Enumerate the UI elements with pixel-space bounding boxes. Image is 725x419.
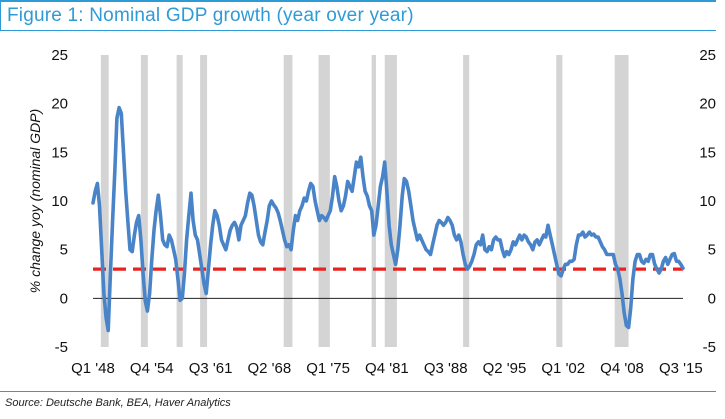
source-note: Source: Deutsche Bank, BEA, Haver Analyt…	[5, 397, 231, 409]
y-tick-left: 20	[51, 96, 68, 113]
y-axis-label: % change yoy (nominal GDP)	[27, 109, 43, 293]
y-tick-right: 20	[699, 96, 716, 113]
x-tick: Q3 '15	[659, 360, 703, 377]
y-tick-left: 25	[51, 47, 68, 64]
x-tick: Q1 '75	[306, 360, 350, 377]
figure-title-bar: Figure 1: Nominal GDP growth (year over …	[0, 0, 716, 31]
x-tick: Q3 '88	[424, 360, 468, 377]
recession-band-7	[371, 55, 377, 347]
recession-band-5	[283, 55, 293, 347]
x-tick: Q4 '54	[130, 360, 174, 377]
y-tick-right: 0	[708, 290, 716, 307]
x-tick: Q3 '61	[189, 360, 233, 377]
y-tick-right: -5	[703, 339, 716, 356]
recession-band-4	[200, 55, 208, 347]
y-tick-right: 5	[708, 242, 716, 259]
recession-band-9	[463, 55, 470, 347]
y-axis-left-ticks: 25 20 15 10 5 0 -5	[51, 47, 68, 356]
x-axis-ticks: Q1 '48 Q4 '54 Q3 '61 Q2 '68 Q1 '75 Q4 '81 Q3 '…	[71, 360, 703, 377]
recession-bands	[100, 55, 629, 347]
x-tick: Q1 '48	[71, 360, 115, 377]
y-tick-left: 5	[60, 242, 68, 259]
recession-band-2	[140, 55, 148, 347]
y-tick-left: -5	[55, 339, 68, 356]
recession-band-3	[176, 55, 183, 347]
source-divider	[0, 391, 716, 392]
y-tick-right: 25	[699, 47, 716, 64]
x-tick: Q1 '02	[541, 360, 585, 377]
x-tick: Q2 '95	[483, 360, 527, 377]
y-tick-left: 10	[51, 193, 68, 210]
figure-title: Figure 1: Nominal GDP growth (year over …	[7, 5, 414, 26]
recession-band-6	[318, 55, 330, 347]
x-tick: Q2 '68	[247, 360, 291, 377]
recession-band-8	[384, 55, 397, 347]
y-tick-left: 15	[51, 144, 68, 161]
y-axis-right-ticks: 25 20 15 10 5 0 -5	[699, 47, 716, 356]
series-line-nominal-gdp	[91, 105, 685, 333]
x-tick: Q4 '81	[365, 360, 409, 377]
y-tick-left: 0	[60, 290, 68, 307]
gdp-growth-chart: 25 20 15 10 5 0 -5 25 20 15 10 5 0 -5 Q1 '48 Q4 '54 Q3…	[27, 47, 716, 377]
x-tick: Q4 '08	[600, 360, 644, 377]
recession-band-1	[100, 55, 109, 347]
recession-band-10	[556, 55, 563, 347]
y-tick-right: 10	[699, 193, 716, 210]
y-tick-right: 15	[699, 144, 716, 161]
